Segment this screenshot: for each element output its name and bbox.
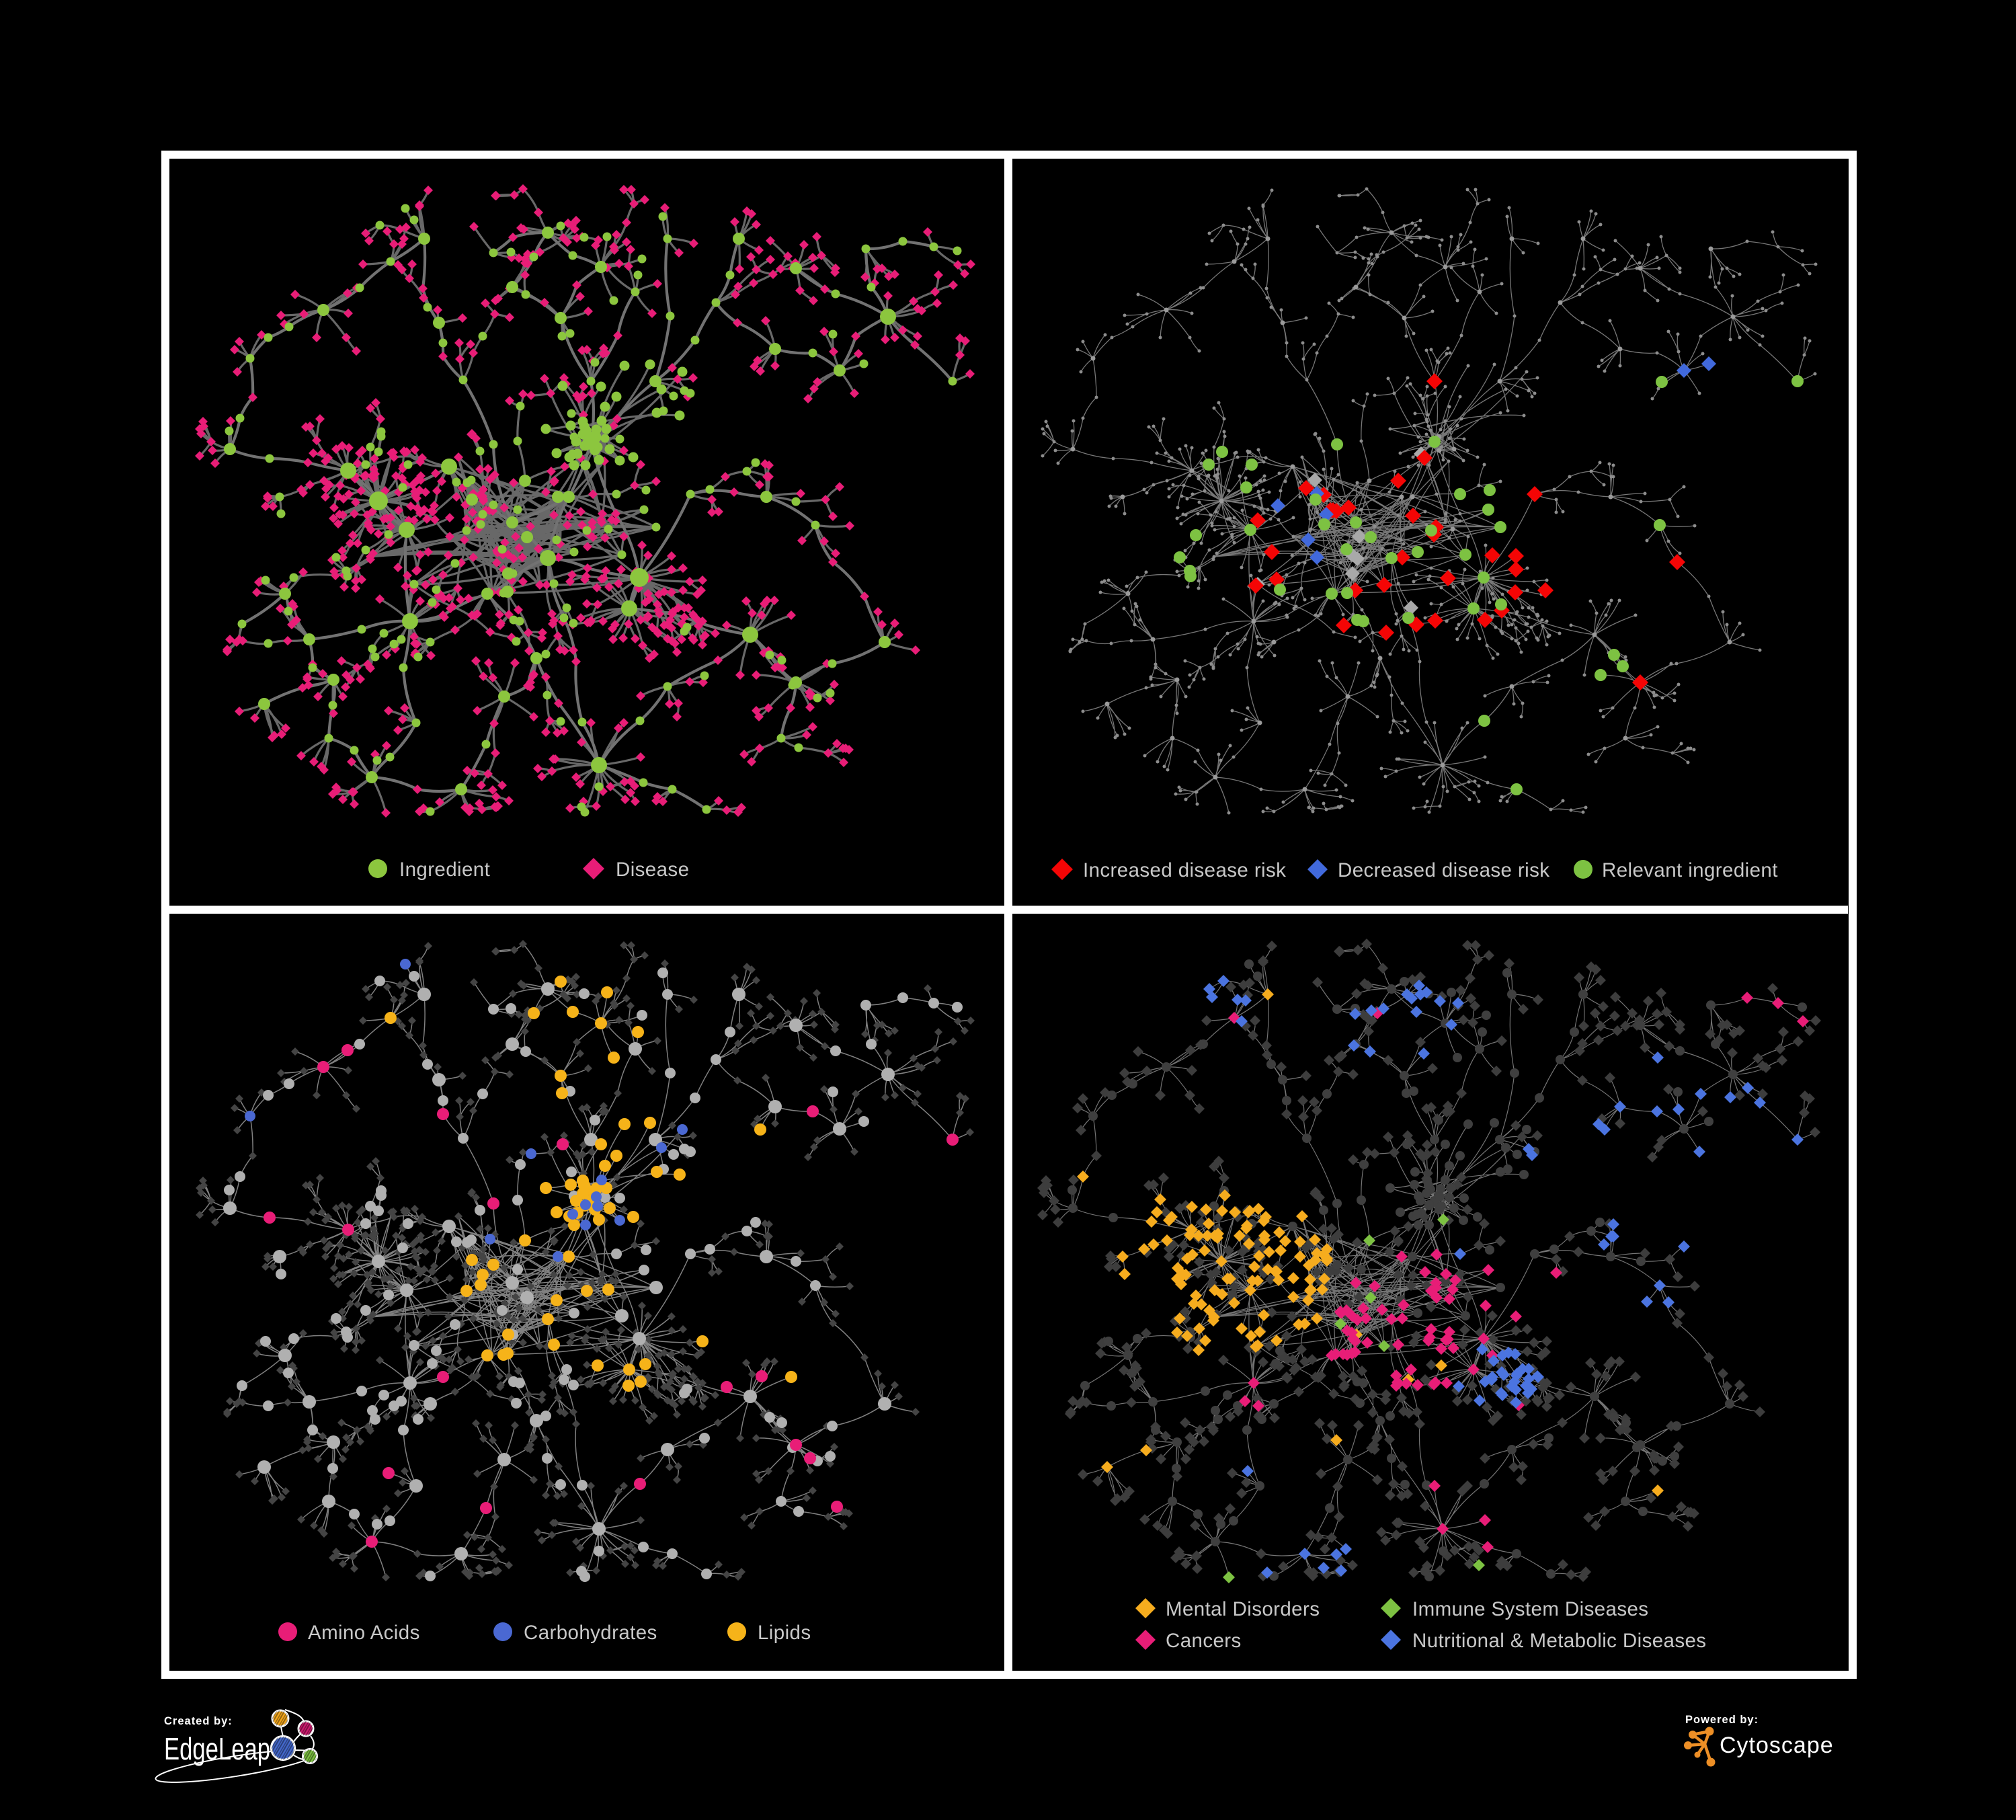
svg-text:Decreased disease risk: Decreased disease risk	[1338, 859, 1549, 881]
svg-text:Cancers: Cancers	[1166, 1630, 1242, 1652]
svg-text:Increased disease risk: Increased disease risk	[1083, 859, 1286, 881]
svg-text:Cytoscape: Cytoscape	[1720, 1733, 1834, 1758]
svg-text:Powered by:: Powered by:	[1685, 1714, 1759, 1726]
svg-text:Created by:: Created by:	[164, 1715, 233, 1727]
svg-text:EdgeLeap: EdgeLeap	[164, 1731, 270, 1766]
svg-text:Immune System Diseases: Immune System Diseases	[1412, 1598, 1648, 1620]
svg-text:Nutritional & Metabolic Diseas: Nutritional & Metabolic Diseases	[1412, 1630, 1706, 1652]
svg-text:Relevant ingredient: Relevant ingredient	[1602, 859, 1778, 881]
svg-text:Amino Acids: Amino Acids	[308, 1622, 420, 1644]
svg-text:Ingredient: Ingredient	[399, 859, 490, 881]
svg-text:Disease: Disease	[616, 859, 689, 881]
svg-text:Lipids: Lipids	[758, 1622, 811, 1644]
svg-text:Carbohydrates: Carbohydrates	[524, 1622, 657, 1644]
svg-text:Mental Disorders: Mental Disorders	[1166, 1598, 1320, 1620]
